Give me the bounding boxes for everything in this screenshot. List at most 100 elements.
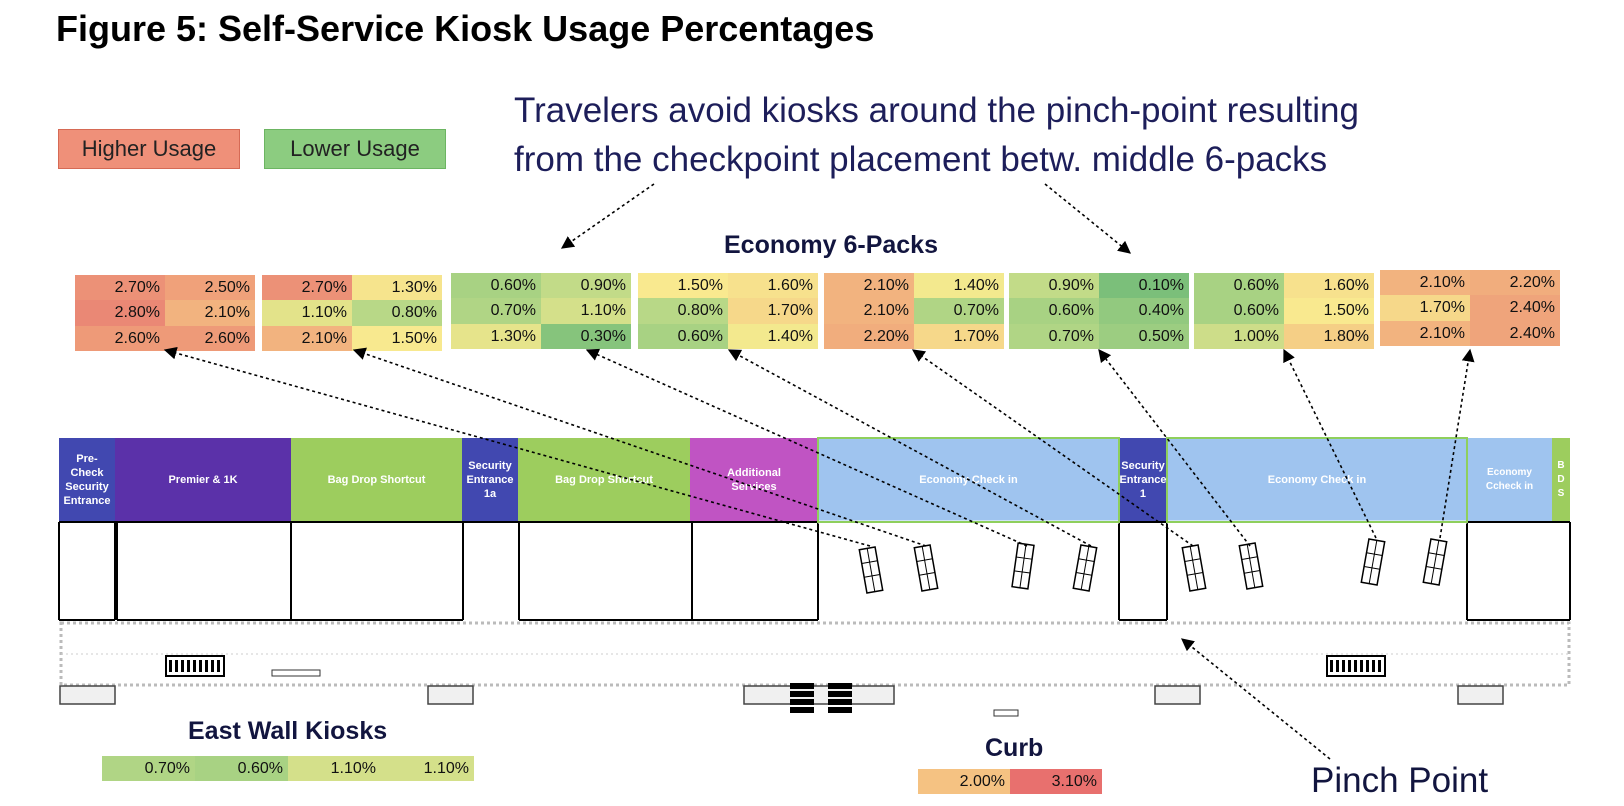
kiosk-usage-cell: 0.60% xyxy=(451,273,541,299)
curb-kiosk-strip: 2.00% 3.10% xyxy=(918,769,1102,794)
kiosk-usage-cell: 0.10% xyxy=(1099,273,1189,299)
usage-arrow xyxy=(727,349,1092,547)
kiosk-usage-cell: 0.60% xyxy=(1194,273,1284,299)
six-pack-kiosk-group xyxy=(913,544,939,592)
kiosk-usage-cell: 2.40% xyxy=(1470,320,1560,346)
revolving-door xyxy=(828,691,852,697)
kiosk-usage-cell: 1.70% xyxy=(728,298,818,324)
revolving-door xyxy=(790,699,814,705)
six-pack-5: 2.10% 1.40% 2.10% 0.70% 2.20% 1.70% xyxy=(824,273,1004,349)
zone-premier-1k: Premier & 1K xyxy=(115,438,291,522)
kiosk-usage-cell: 1.00% xyxy=(1194,323,1284,349)
six-pack-8: 2.10% 2.20% 1.70% 2.40% 2.10% 2.40% xyxy=(1380,270,1560,346)
east-wall-kiosks-heading: East Wall Kiosks xyxy=(188,717,388,745)
kiosk-usage-cell: 0.40% xyxy=(1099,298,1189,324)
zone-security-entrance-1: Security Entrance 1 xyxy=(1119,438,1167,522)
six-pack-kiosk-group xyxy=(1011,542,1035,590)
economy-zone-outline xyxy=(817,437,1120,523)
kiosk-screen xyxy=(217,660,220,672)
kiosk-usage-cell: 0.70% xyxy=(451,298,541,324)
kiosk-usage-cell: 2.60% xyxy=(75,325,165,351)
zone-economy-check-in: Economy Check in xyxy=(1167,438,1467,522)
check-in-counter xyxy=(290,522,464,621)
door xyxy=(1154,685,1201,705)
annotation-line-2: from the checkpoint placement betw. midd… xyxy=(514,140,1328,179)
six-pack-4: 1.50% 1.60% 0.80% 1.70% 0.60% 1.40% xyxy=(638,273,818,349)
curb-kiosk xyxy=(993,709,1019,717)
six-pack-3: 0.60% 0.90% 0.70% 1.10% 1.30% 0.30% xyxy=(451,273,631,349)
east-wall-kiosk-cell: 1.10% xyxy=(288,756,381,781)
usage-arrow xyxy=(163,346,871,547)
legend-lower-usage: Lower Usage xyxy=(264,129,446,169)
kiosk-usage-cell: 2.10% xyxy=(1380,270,1470,296)
six-pack-6: 0.90% 0.10% 0.60% 0.40% 0.70% 0.50% xyxy=(1009,273,1189,349)
kiosk-usage-cell: 1.40% xyxy=(914,273,1004,299)
check-in-counter xyxy=(116,522,292,621)
pinch-point-arrow xyxy=(1181,638,1331,760)
kiosk-usage-cell: 2.50% xyxy=(165,275,255,301)
kiosk-usage-cell: 1.30% xyxy=(352,275,442,301)
kiosk-usage-cell: 0.70% xyxy=(914,298,1004,324)
kiosk-usage-cell: 1.80% xyxy=(1284,323,1374,349)
kiosk-usage-cell: 2.70% xyxy=(75,275,165,301)
kiosk-usage-cell: 1.30% xyxy=(451,323,541,349)
kiosk-usage-cell: 2.10% xyxy=(262,325,352,351)
kiosk-usage-cell: 0.80% xyxy=(352,300,442,326)
east-wall-kiosk-cell: 1.10% xyxy=(381,756,474,781)
door xyxy=(59,685,116,705)
door xyxy=(427,685,474,705)
kiosk-usage-cell: 2.70% xyxy=(262,275,352,301)
kiosk-usage-cell: 0.60% xyxy=(638,323,728,349)
kiosk-screen xyxy=(1348,660,1351,672)
kiosk-usage-cell: 1.10% xyxy=(541,298,631,324)
kiosk-screen xyxy=(1330,660,1333,672)
kiosk-usage-cell: 0.60% xyxy=(1194,298,1284,324)
kiosk-screen xyxy=(1354,660,1357,672)
zone-security-entrance-1a: Security Entrance 1a xyxy=(462,438,518,522)
check-in-counter xyxy=(1118,522,1168,621)
kiosk-usage-cell: 1.50% xyxy=(1284,298,1374,324)
check-in-counter xyxy=(518,522,693,621)
six-pack-kiosk-group xyxy=(1072,544,1098,592)
zone-pre-check-security-entrance: Pre- Check Security Entrance xyxy=(59,438,115,522)
kiosk-usage-cell: 0.50% xyxy=(1099,323,1189,349)
kiosk-usage-cell: 0.90% xyxy=(1009,273,1099,299)
curb-kiosk-cell: 3.10% xyxy=(1010,769,1102,794)
kiosk-usage-cell: 0.90% xyxy=(541,273,631,299)
legend-higher-usage: Higher Usage xyxy=(58,129,240,169)
economy-six-packs-heading: Economy 6-Packs xyxy=(724,231,938,259)
zone-economy-ccheck-in: Economy Ccheck in xyxy=(1467,438,1552,522)
east-wall-kiosk-strip: 0.70% 0.60% 1.10% 1.10% xyxy=(102,756,474,781)
usage-arrow xyxy=(585,348,1028,547)
zone-b-d-s: B D S xyxy=(1552,438,1570,522)
six-pack-kiosk-group xyxy=(1422,538,1448,586)
kiosk-usage-cell: 1.40% xyxy=(728,323,818,349)
revolving-door xyxy=(828,699,852,705)
economy-zone-outline xyxy=(1166,437,1468,523)
revolving-door xyxy=(828,683,852,689)
kiosk-screen xyxy=(1342,660,1345,672)
kiosk-screen xyxy=(1372,660,1375,672)
kiosk-screen xyxy=(199,660,202,672)
kiosk-usage-cell: 1.70% xyxy=(914,323,1004,349)
six-pack-7: 0.60% 1.60% 0.60% 1.50% 1.00% 1.80% xyxy=(1194,273,1374,349)
kiosk-usage-cell: 1.60% xyxy=(1284,273,1374,299)
check-in-counter xyxy=(1466,522,1571,621)
kiosk-screen xyxy=(1366,660,1369,672)
figure-title: Figure 5: Self-Service Kiosk Usage Perce… xyxy=(56,8,875,49)
revolving-door xyxy=(790,683,814,689)
check-in-counter xyxy=(691,522,819,621)
usage-arrow xyxy=(1283,348,1377,539)
revolving-door xyxy=(790,691,814,697)
annotation-line-1: Travelers avoid kiosks around the pinch-… xyxy=(514,91,1359,130)
east-wall-kiosk-cell: 0.70% xyxy=(102,756,195,781)
usage-arrow xyxy=(1439,348,1475,539)
kiosk-usage-cell: 2.60% xyxy=(165,325,255,351)
kiosk-screen xyxy=(1378,660,1381,672)
kiosk-screen xyxy=(181,660,184,672)
kiosk-screen xyxy=(211,660,214,672)
kiosk-usage-cell: 1.60% xyxy=(728,273,818,299)
kiosk-usage-cell: 2.80% xyxy=(75,300,165,326)
usage-arrow xyxy=(911,349,1194,547)
